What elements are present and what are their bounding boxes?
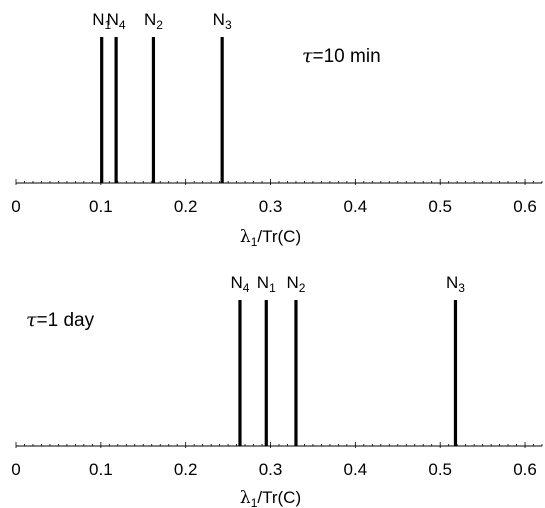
x-axis-label: λ1/Tr(C)	[240, 227, 301, 249]
timescale-annotation: τ=10 min	[302, 45, 381, 67]
x-tick-label: 0.2	[174, 460, 198, 479]
x-tick-label: 0.1	[89, 460, 113, 479]
x-tick-label: 0.3	[259, 197, 283, 216]
spike-label-N1: N1	[92, 10, 111, 32]
x-tick-label: 0	[11, 197, 20, 216]
x-tick-label: 0.3	[259, 460, 283, 479]
x-tick-label: 0.5	[428, 197, 452, 216]
chart-panel-2: 0 0.1 0.2 0.3 0.4 0.5 0.6 λ1/Tr(C) τ=1 day N4 N1 N2…	[11, 273, 543, 508]
spike-label-N3: N3	[213, 10, 232, 32]
timescale-annotation: τ=1 day	[26, 309, 95, 331]
spike-label-N2: N2	[286, 273, 305, 295]
x-tick-label: 0.1	[89, 197, 113, 216]
x-tick-label: 0.4	[344, 197, 368, 216]
spike-label-N1: N1	[257, 273, 276, 295]
x-tick-label: 0.6	[513, 460, 537, 479]
x-tick-label: 0	[11, 460, 20, 479]
spike-label-N4: N4	[107, 10, 126, 32]
spike-label-N4: N4	[230, 273, 249, 295]
x-tick-label: 0.2	[174, 197, 198, 216]
x-tick-label: 0.5	[428, 460, 452, 479]
x-axis-label: λ1/Tr(C)	[240, 488, 301, 508]
spike-label-N2: N2	[144, 10, 163, 32]
x-tick-label: 0.6	[513, 197, 537, 216]
x-tick-label: 0.4	[344, 460, 368, 479]
spike-label-N3: N3	[446, 273, 465, 295]
